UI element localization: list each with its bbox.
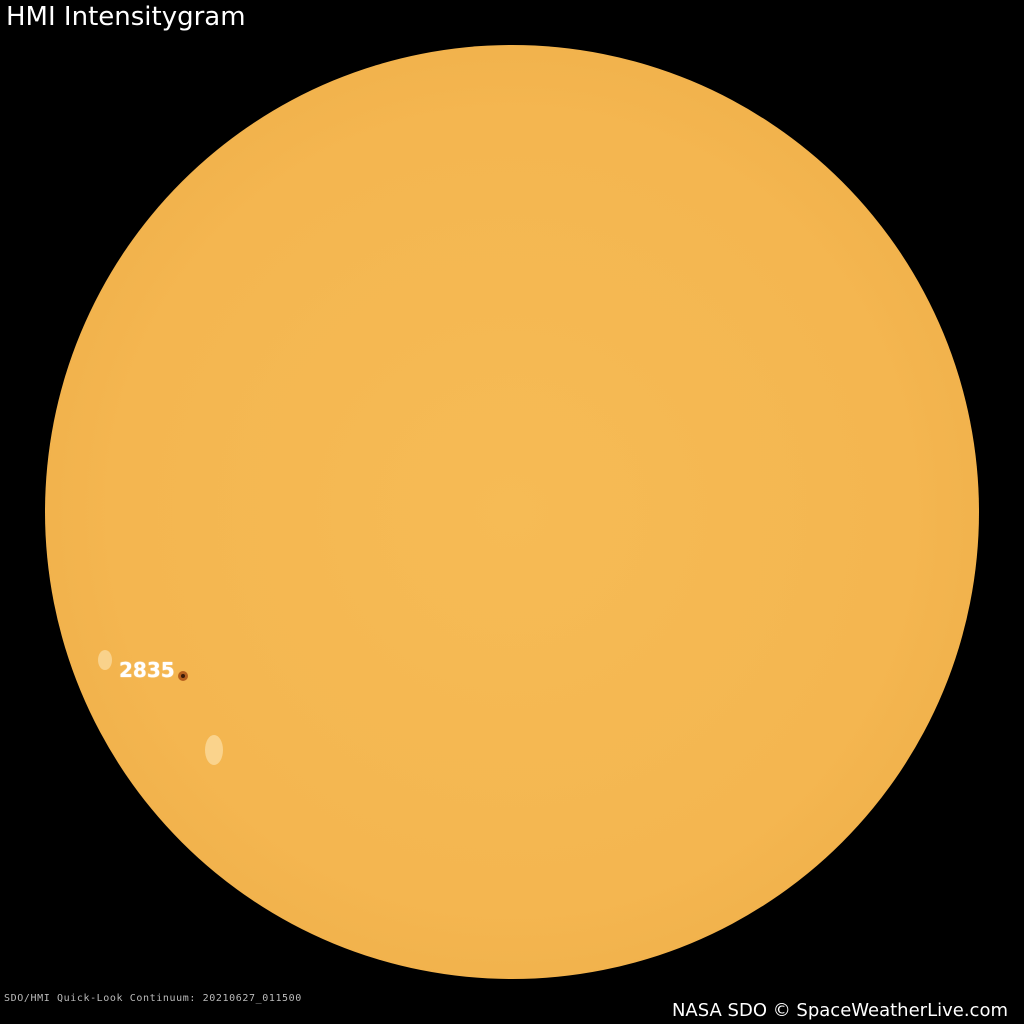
active-region-label: 2835	[119, 658, 175, 682]
image-caption: SDO/HMI Quick-Look Continuum: 20210627_0…	[4, 993, 302, 1004]
sun-disk	[45, 45, 979, 979]
facula	[98, 650, 112, 670]
image-title: HMI Intensitygram	[6, 2, 246, 32]
facula	[205, 735, 223, 765]
sunspot	[178, 671, 188, 681]
credit-text: NASA SDO © SpaceWeatherLive.com	[671, 1000, 1008, 1021]
